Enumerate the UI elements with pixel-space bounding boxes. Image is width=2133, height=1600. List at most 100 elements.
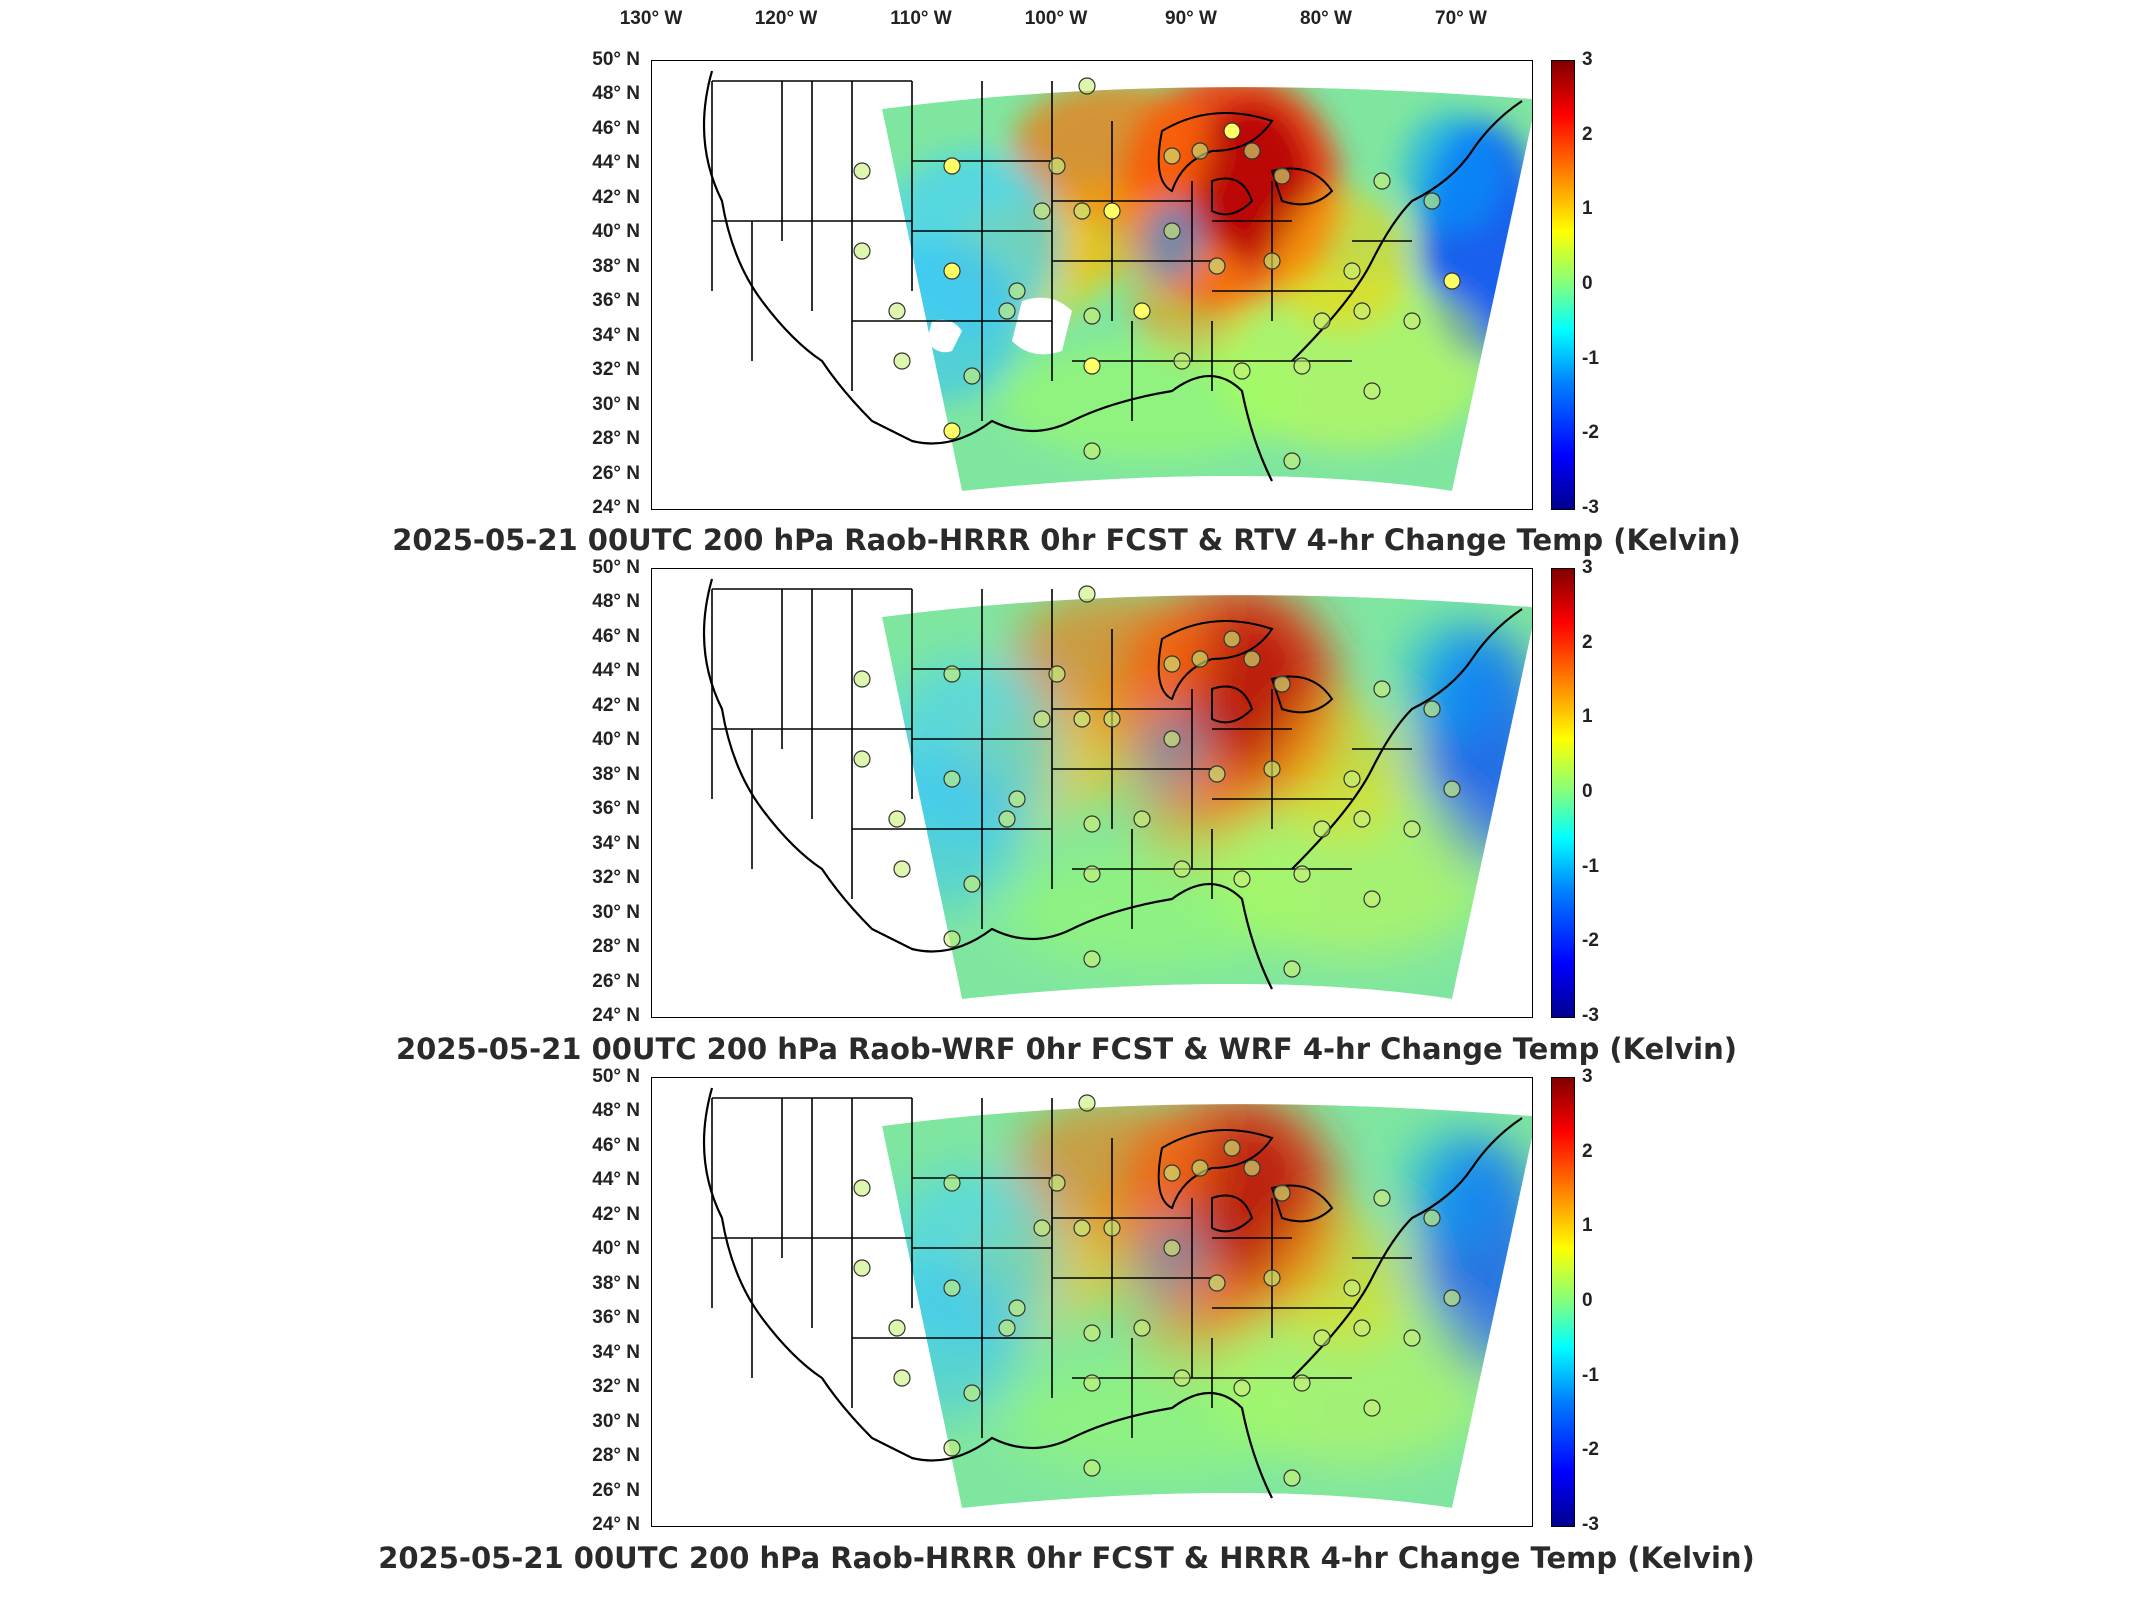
raob-station-marker [1233,362,1251,380]
lat-label: 30° N [592,901,640,923]
lat-label: 36° N [592,290,640,312]
raob-station-marker [943,422,961,440]
raob-station-marker [1048,1174,1066,1192]
raob-station-marker [943,262,961,280]
raob-station-marker [1083,865,1101,883]
raob-station-marker [943,157,961,175]
lat-label: 34° N [592,832,640,854]
raob-station-marker [1373,680,1391,698]
temperature-map-wrf [651,568,1533,1018]
raob-station-marker [1163,147,1181,165]
raob-station-marker [1243,650,1261,668]
raob-station-marker [1403,312,1421,330]
lat-label: 32° N [592,1376,640,1398]
raob-station-marker [1313,820,1331,838]
raob-station-marker [943,1279,961,1297]
colorbar-tick-label: -3 [1582,1514,1599,1535]
raob-station-marker [1363,1399,1381,1417]
colorbar-tick-label: -1 [1582,1364,1599,1386]
raob-station-marker [1373,172,1391,190]
raob-station-marker [943,1174,961,1192]
raob-station-marker [1423,700,1441,718]
raob-station-marker [943,1439,961,1457]
raob-station-marker [1163,655,1181,673]
raob-station-marker [1343,1279,1361,1297]
raob-station-marker [963,1384,981,1402]
colorbar-tick-label: -1 [1582,855,1599,877]
colorbar-tick-label: -3 [1582,497,1599,518]
raob-station-marker [943,930,961,948]
raob-station-marker [1103,202,1121,220]
lat-label: 38° N [592,763,640,785]
lat-label: 44° N [592,1169,640,1191]
lat-label: 50° N [592,557,640,578]
raob-station-marker [1083,1374,1101,1392]
raob-station-marker [1263,1269,1281,1287]
raob-station-marker [1048,665,1066,683]
raob-station-marker [1033,1219,1051,1237]
lat-label: 24° N [592,497,640,518]
raob-station-marker [1363,382,1381,400]
raob-station-marker [853,750,871,768]
lat-label: 36° N [592,1307,640,1329]
panel-title: 2025-05-21 00UTC 200 hPa Raob-HRRR 0hr F… [392,523,1741,557]
raob-station-marker [1423,192,1441,210]
lat-label: 34° N [592,324,640,346]
lon-label: 90° W [1165,8,1217,29]
lat-label: 34° N [592,1341,640,1363]
lon-label: 100° W [1024,8,1088,29]
raob-station-marker [1073,1219,1091,1237]
lat-label: 48° N [592,83,640,105]
raob-station-marker [1048,157,1066,175]
lon-label: 70° W [1435,8,1487,29]
lat-label: 32° N [592,867,640,889]
colorbar-tick-label: 0 [1582,1290,1593,1311]
raob-station-marker [1133,302,1151,320]
raob-station-marker [1373,1189,1391,1207]
lat-label: 32° N [592,359,640,381]
raob-station-marker [888,302,906,320]
raob-station-marker [1033,710,1051,728]
raob-station-marker [1293,865,1311,883]
lat-label: 28° N [592,1445,640,1467]
raob-station-marker [1423,1209,1441,1227]
raob-station-marker [1293,357,1311,375]
lat-label: 38° N [592,1272,640,1294]
lat-label: 40° N [592,729,640,751]
lat-label: 46° N [592,625,640,647]
raob-station-marker [1208,1274,1226,1292]
raob-station-marker [1008,790,1026,808]
lon-label: 110° W [890,8,952,29]
raob-station-marker [1008,282,1026,300]
temperature-map-hrrr [651,1077,1533,1527]
raob-station-marker [1263,252,1281,270]
raob-station-marker [888,810,906,828]
raob-station-marker [853,670,871,688]
raob-station-marker [943,770,961,788]
lat-label: 50° N [592,1066,640,1087]
colorbar [1551,1077,1575,1527]
raob-station-marker [1163,1239,1181,1257]
raob-station-marker [1283,452,1301,470]
lon-label: 120° W [754,8,818,29]
colorbar-tick-label: 2 [1582,1140,1593,1162]
lat-label: 48° N [592,591,640,613]
raob-station-marker [1223,122,1241,140]
colorbar-tick-label: 2 [1582,631,1593,653]
raob-station-marker [1191,142,1209,160]
raob-station-marker [1443,272,1461,290]
raob-station-marker [1083,307,1101,325]
raob-station-marker [1343,262,1361,280]
raob-station-marker [1223,1139,1241,1157]
lat-label: 50° N [592,49,640,70]
panel-title: 2025-05-21 00UTC 200 hPa Raob-HRRR 0hr F… [378,1541,1755,1575]
raob-station-marker [1083,815,1101,833]
raob-station-marker [1343,770,1361,788]
raob-station-marker [1133,1319,1151,1337]
raob-station-marker [1173,352,1191,370]
raob-station-marker [1353,1319,1371,1337]
raob-station-marker [1293,1374,1311,1392]
raob-station-marker [1083,357,1101,375]
raob-station-marker [998,1319,1016,1337]
raob-station-marker [1313,1329,1331,1347]
